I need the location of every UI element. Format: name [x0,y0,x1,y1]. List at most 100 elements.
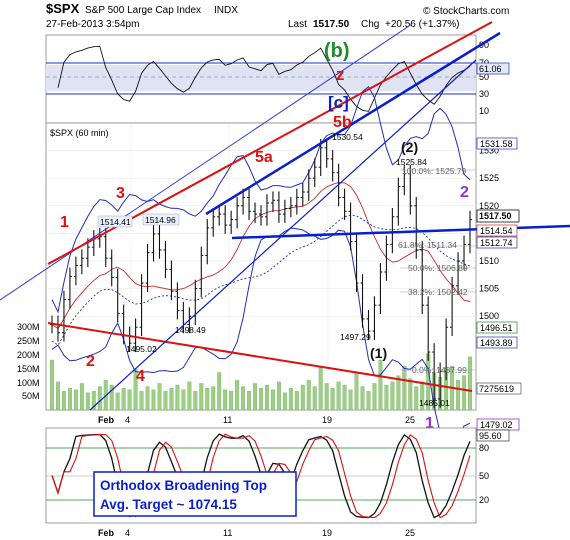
price-label-1498-49: 1498.49 [175,325,206,335]
volume-bar [408,378,413,411]
volume-bar [265,384,269,411]
wave-label-paren-2: (2) [401,139,418,155]
right-box-1517-50 [476,209,520,223]
wave-label-2: 2 [86,353,95,370]
rsi-value-box [476,62,510,75]
fib-label-100: 100.0%: 1525.79 [402,166,467,176]
watermark: © StockCharts.com [423,6,509,17]
x-tick-25: 25 [405,415,415,425]
vol-tick-300M: 300M [17,322,40,332]
volume-bar [300,384,305,411]
exchange-name: INDX [214,5,238,16]
price-y-tick: 1530 [479,146,499,156]
volume-bar [61,391,66,411]
vol-tick-50M: 50M [22,391,40,401]
label-box-1514-96 [142,213,180,226]
volume-bar [456,380,461,411]
volume-bar [241,386,246,411]
volume-bar [390,381,395,411]
blue-channel-line [205,31,501,216]
chart-datetime: 27-Feb-2013 3:54pm [46,19,139,30]
right-box-1493-89 [476,336,518,349]
volume-bar [276,381,281,411]
volume-bar [199,383,204,411]
x-tick-19: 19 [322,415,332,425]
price-label-1495-02: 1495.02 [126,344,157,354]
wave-label-5b: 5b [333,114,352,131]
right-box-1496-51 [476,321,518,334]
price-label-1497-29: 1497.29 [340,332,371,342]
last-value: 1517.50 [313,19,350,30]
volume-bar [229,391,234,411]
volume-bar [259,387,263,411]
wave-label-c: [c] [328,93,349,112]
volume-bar [366,391,371,411]
volume-bar [372,383,377,411]
moving-average-dotted [51,214,471,346]
volume-bar [181,389,186,411]
wave-label-b: (b) [324,40,350,62]
right-label-1512-74: 1512.74 [480,238,513,248]
stoch-tick-20: 20 [479,495,489,505]
wave-label-3: 3 [116,185,125,202]
rsi-series-line [57,45,471,112]
right-label-1514-54: 1514.54 [480,226,513,236]
blue-lower-channel-line [89,59,477,411]
chg-label: Chg [361,19,379,30]
volume-bar [211,386,216,411]
chart-header: $SPX S&P 500 Large Cap Index INDX 27-Feb… [46,1,509,30]
volume-bar [205,387,210,411]
label-box-1514-41 [97,215,133,228]
volume-bar [312,386,317,411]
symbol-title: $SPX [46,1,80,16]
right-box-volume [476,382,522,395]
volume-bar [402,366,407,411]
price-y-tick: 1520 [479,201,499,211]
wave-label-purple-2: 2 [460,184,469,201]
fib-label-50: 50.0%: 1506.89 [408,263,468,273]
volume-bar [163,391,168,411]
volume-bar [324,383,329,411]
volume-bar [462,375,466,411]
broadening-top-box [93,471,297,517]
volume-bar [342,384,347,411]
rsi-value-label: 61.06 [479,64,502,74]
volume-bar [79,383,84,411]
volume-bar [294,391,299,411]
price-y-tick: 1510 [479,256,499,266]
wave-labels: (b) z [c] 5b 5a 3 1 2 4 (2) (1) 2 1 [60,40,469,432]
x-tick-4: 4 [125,415,130,425]
right-box-1531-58 [476,137,518,150]
lower-x-tick-feb: Feb [98,528,115,538]
volume-bar [139,391,144,411]
vol-tick-100M: 100M [17,378,40,388]
volume-bar [318,366,323,411]
price-bars [50,139,472,408]
volume-bar [145,386,150,411]
volume-bar [378,359,383,411]
stoch-value-label: 95.60 [479,431,502,441]
wave-label-5a: 5a [255,149,273,166]
broadening-top-title: Orthodox Broadening Top [100,478,267,493]
price-label-1525-84: 1525.84 [396,157,427,167]
x-tick-11: 11 [223,415,232,425]
right-label-1517-50: 1517.50 [479,211,512,221]
rsi-tick-50: 50 [479,72,489,82]
volume-bar [73,389,78,411]
volume-bar [384,384,389,411]
wave-label-1: 1 [60,214,69,231]
volume-bar [121,387,126,411]
lower-x-tick-11: 11 [223,528,232,538]
right-price-labels: 1531.58 1517.50 1514.54 1512.74 1496.51 … [476,137,522,431]
stoch-value-box [476,429,510,442]
lower-x-tick-4: 4 [125,528,130,538]
price-label-1485-01: 1485.01 [419,398,450,408]
right-box-1512-74 [476,236,518,249]
volume-bar [56,381,60,411]
volume-bar [348,389,353,411]
volume-bar [360,386,365,411]
wave-label-z: z [336,65,345,84]
volume-bar [115,392,120,411]
volume-bar [468,356,472,411]
rsi-tick-30: 30 [479,89,489,99]
